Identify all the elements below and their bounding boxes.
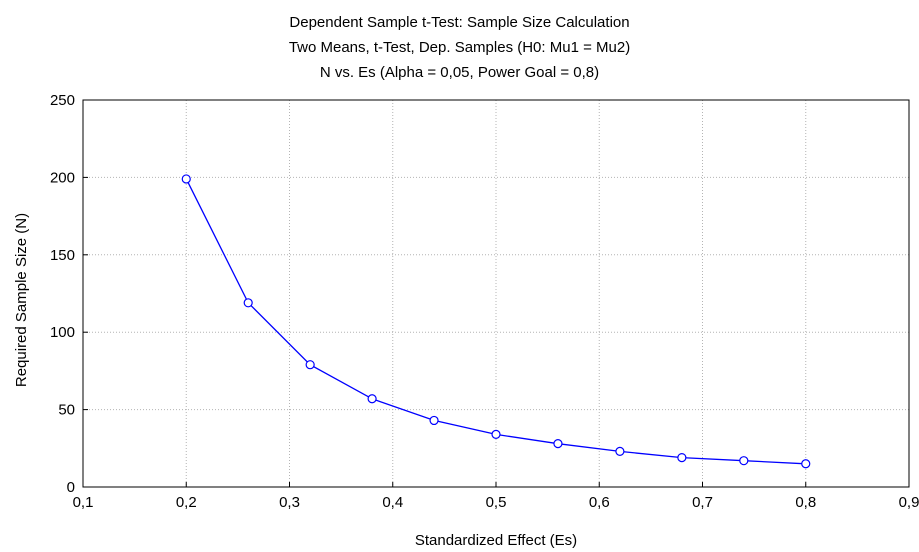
data-point <box>429 415 439 426</box>
data-point <box>491 429 501 439</box>
y-tick-label: 50 <box>58 402 75 419</box>
y-axis-label: Required Sample Size (N) <box>13 213 30 387</box>
data-point <box>553 439 563 449</box>
y-tick-label: 200 <box>50 169 75 186</box>
x-tick-label: 0,6 <box>589 494 610 511</box>
data-point <box>677 452 687 463</box>
x-tick-label: 0,4 <box>382 494 403 511</box>
chart-title-line-3: N vs. Es (Alpha = 0,05, Power Goal = 0,8… <box>319 64 600 81</box>
y-tick-label: 250 <box>50 92 75 109</box>
x-tick-label: 0,1 <box>73 494 94 511</box>
chart-title-line-1: Dependent Sample t-Test: Sample Size Cal… <box>289 14 630 31</box>
x-tick-label: 0,7 <box>692 494 713 511</box>
plot-frame <box>82 99 910 488</box>
data-point <box>367 394 377 404</box>
data-point <box>305 360 315 370</box>
x-tick-label: 0,2 <box>176 494 197 511</box>
x-tick-label: 0,3 <box>279 494 300 511</box>
x-axis-label: Standardized Effect (Es) <box>415 532 577 549</box>
y-tick-label: 100 <box>50 324 75 341</box>
x-tick-label: 0,5 <box>486 494 507 511</box>
grid <box>83 100 909 487</box>
y-tick-labels: 0 50 100 150 200 250 <box>50 92 75 496</box>
data-point <box>801 459 811 469</box>
data-point <box>615 446 625 456</box>
data-point <box>739 456 749 466</box>
series-markers <box>181 174 811 469</box>
x-tick-labels: 0,1 0,2 0,3 0,4 0,5 0,6 0,7 0,8 0,9 <box>73 494 919 511</box>
axis-ticks <box>82 99 910 488</box>
y-tick-label: 0 <box>67 479 75 496</box>
x-tick-label: 0,9 <box>899 494 919 511</box>
data-point <box>243 298 253 308</box>
y-tick-label: 150 <box>50 247 75 264</box>
x-tick-label: 0,8 <box>795 494 816 511</box>
chart-title-line-2: Two Means, t-Test, Dep. Samples (H0: Mu1… <box>288 39 631 56</box>
data-point <box>181 174 191 184</box>
